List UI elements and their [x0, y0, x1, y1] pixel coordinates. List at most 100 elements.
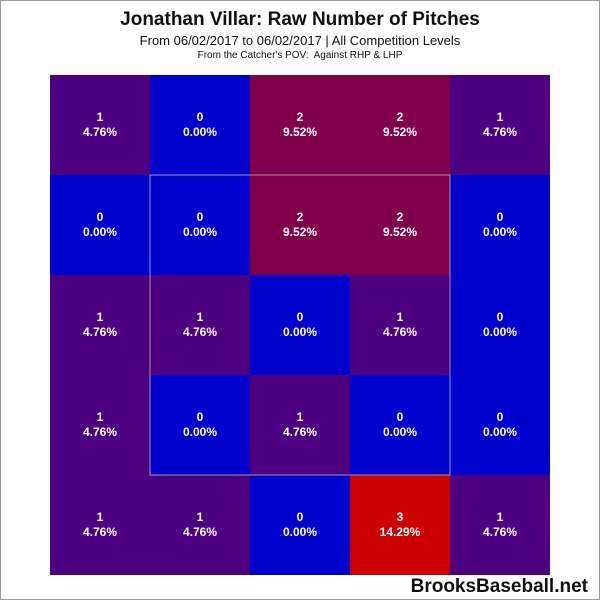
cell-count-label: 0 — [97, 210, 104, 224]
heatmap-cell-rect — [50, 375, 150, 475]
heatmap-cell-rect — [50, 175, 150, 275]
heatmap-cell-rect — [250, 275, 350, 375]
heatmap-cell-rect — [350, 75, 450, 175]
cell-percent-label: 0.00% — [483, 225, 517, 239]
heatmap-cell-rect — [350, 475, 450, 575]
cell-count-label: 2 — [397, 110, 404, 124]
heatmap-cell-rect — [250, 175, 350, 275]
cell-percent-label: 4.76% — [483, 125, 517, 139]
heatmap-cell-rect — [150, 475, 250, 575]
heatmap-cell-rect — [350, 275, 450, 375]
heatmap-cell: 00.00% — [150, 175, 250, 275]
heatmap-cell: 314.29% — [350, 475, 450, 575]
cell-count-label: 2 — [397, 210, 404, 224]
strike-zone-box — [149, 174, 451, 476]
cell-percent-label: 0.00% — [483, 325, 517, 339]
heatmap-cell: 14.76% — [150, 275, 250, 375]
heatmap-cell-rect — [250, 75, 350, 175]
cell-percent-label: 4.76% — [83, 525, 117, 539]
heatmap-cell: 29.52% — [350, 75, 450, 175]
cell-percent-label: 4.76% — [383, 325, 417, 339]
heatmap-cell-rect — [150, 175, 250, 275]
heatmap-cell-rect — [450, 375, 550, 475]
cell-count-label: 0 — [197, 210, 204, 224]
heatmap-cell: 14.76% — [450, 475, 550, 575]
cell-percent-label: 0.00% — [283, 325, 317, 339]
cell-percent-label: 0.00% — [83, 225, 117, 239]
heatmap-cell-rect — [50, 75, 150, 175]
cell-count-label: 1 — [97, 110, 104, 124]
heatmap-cell: 29.52% — [350, 175, 450, 275]
cell-percent-label: 4.76% — [183, 325, 217, 339]
heatmap-cell-rect — [350, 175, 450, 275]
cell-count-label: 0 — [297, 510, 304, 524]
cell-percent-label: 4.76% — [83, 325, 117, 339]
cell-count-label: 1 — [397, 310, 404, 324]
heatmap-cell-rect — [250, 375, 350, 475]
cell-count-label: 2 — [297, 210, 304, 224]
cell-count-label: 0 — [497, 210, 504, 224]
heatmap-cell: 29.52% — [250, 175, 350, 275]
cell-count-label: 3 — [397, 510, 404, 524]
heatmap-cell: 14.76% — [350, 275, 450, 375]
chart-subtitle-pov: From the Catcher's POV: Against RHP & LH… — [197, 50, 403, 61]
cell-count-label: 1 — [497, 110, 504, 124]
heatmap-cell: 14.76% — [50, 75, 150, 175]
cell-count-label: 0 — [397, 410, 404, 424]
heatmap-cell-rect — [450, 275, 550, 375]
cell-percent-label: 0.00% — [283, 525, 317, 539]
heatmap-cell: 00.00% — [50, 175, 150, 275]
cell-percent-label: 0.00% — [383, 425, 417, 439]
cell-percent-label: 4.76% — [83, 125, 117, 139]
heatmap-cell: 00.00% — [250, 475, 350, 575]
cell-count-label: 1 — [297, 410, 304, 424]
heatmap-cell-rect — [250, 475, 350, 575]
heatmap-cell: 14.76% — [150, 475, 250, 575]
heatmap-cell-rect — [150, 75, 250, 175]
cell-percent-label: 4.76% — [183, 525, 217, 539]
cell-count-label: 2 — [297, 110, 304, 124]
heatmap-cell-rect — [150, 275, 250, 375]
chart-subtitle: From 06/02/2017 to 06/02/2017 | All Comp… — [139, 33, 461, 48]
heatmap-cell: 00.00% — [350, 375, 450, 475]
heatmap-cell: 29.52% — [250, 75, 350, 175]
heatmap-cell: 00.00% — [450, 175, 550, 275]
cell-percent-label: 0.00% — [483, 425, 517, 439]
cell-count-label: 1 — [497, 510, 504, 524]
cell-percent-label: 14.29% — [380, 525, 421, 539]
cell-count-label: 0 — [497, 410, 504, 424]
cell-percent-label: 0.00% — [183, 225, 217, 239]
cell-count-label: 1 — [97, 410, 104, 424]
heatmap-cell: 00.00% — [450, 375, 550, 475]
heatmap-cell-rect — [150, 375, 250, 475]
cell-percent-label: 9.52% — [283, 125, 317, 139]
heatmap-cell: 14.76% — [50, 275, 150, 375]
cell-percent-label: 0.00% — [183, 125, 217, 139]
cell-percent-label: 4.76% — [283, 425, 317, 439]
heatmap-cell: 00.00% — [250, 275, 350, 375]
cell-count-label: 1 — [97, 310, 104, 324]
cell-percent-label: 9.52% — [383, 225, 417, 239]
heatmap-cell: 14.76% — [50, 375, 150, 475]
heatmap-cell: 14.76% — [50, 475, 150, 575]
heatmap-cell-rect — [450, 75, 550, 175]
cell-count-label: 0 — [197, 410, 204, 424]
cell-count-label: 0 — [197, 110, 204, 124]
heatmap-cell-rect — [450, 175, 550, 275]
heatmap-cells: 14.76%00.00%29.52%29.52%14.76%00.00%00.0… — [50, 75, 550, 575]
cell-count-label: 1 — [197, 310, 204, 324]
heatmap-cell-rect — [450, 475, 550, 575]
heatmap-cell-rect — [350, 375, 450, 475]
cell-percent-label: 4.76% — [83, 425, 117, 439]
cell-percent-label: 4.76% — [483, 525, 517, 539]
cell-count-label: 1 — [97, 510, 104, 524]
cell-percent-label: 9.52% — [283, 225, 317, 239]
heatmap-cell: 00.00% — [150, 375, 250, 475]
cell-count-label: 0 — [297, 310, 304, 324]
heatmap-cell: 00.00% — [150, 75, 250, 175]
heatmap-cell: 14.76% — [450, 75, 550, 175]
brooks-watermark: BrooksBaseball.net — [410, 576, 588, 597]
cell-count-label: 1 — [197, 510, 204, 524]
heatmap-cell-rect — [50, 275, 150, 375]
